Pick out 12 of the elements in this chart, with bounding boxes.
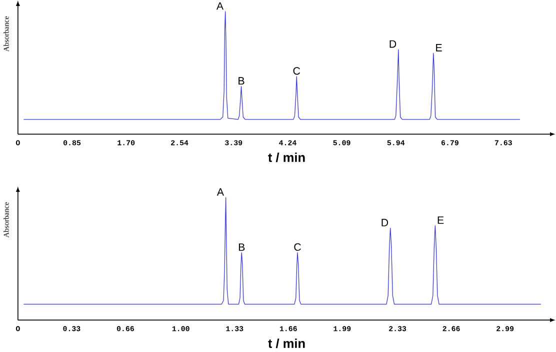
annotation: B (238, 244, 245, 251)
annotation: E (436, 44, 442, 52)
annotation: D (382, 219, 388, 226)
annotation: D (390, 40, 396, 48)
x-axis-title: t / min (268, 152, 305, 162)
annotation: A (216, 2, 224, 10)
annotation: B (238, 77, 244, 85)
annotation: A (216, 188, 224, 196)
x-axis-title: t / min (268, 338, 305, 348)
annotation: C (293, 67, 300, 75)
annotation: E (438, 216, 444, 224)
annotation: C (294, 243, 301, 251)
